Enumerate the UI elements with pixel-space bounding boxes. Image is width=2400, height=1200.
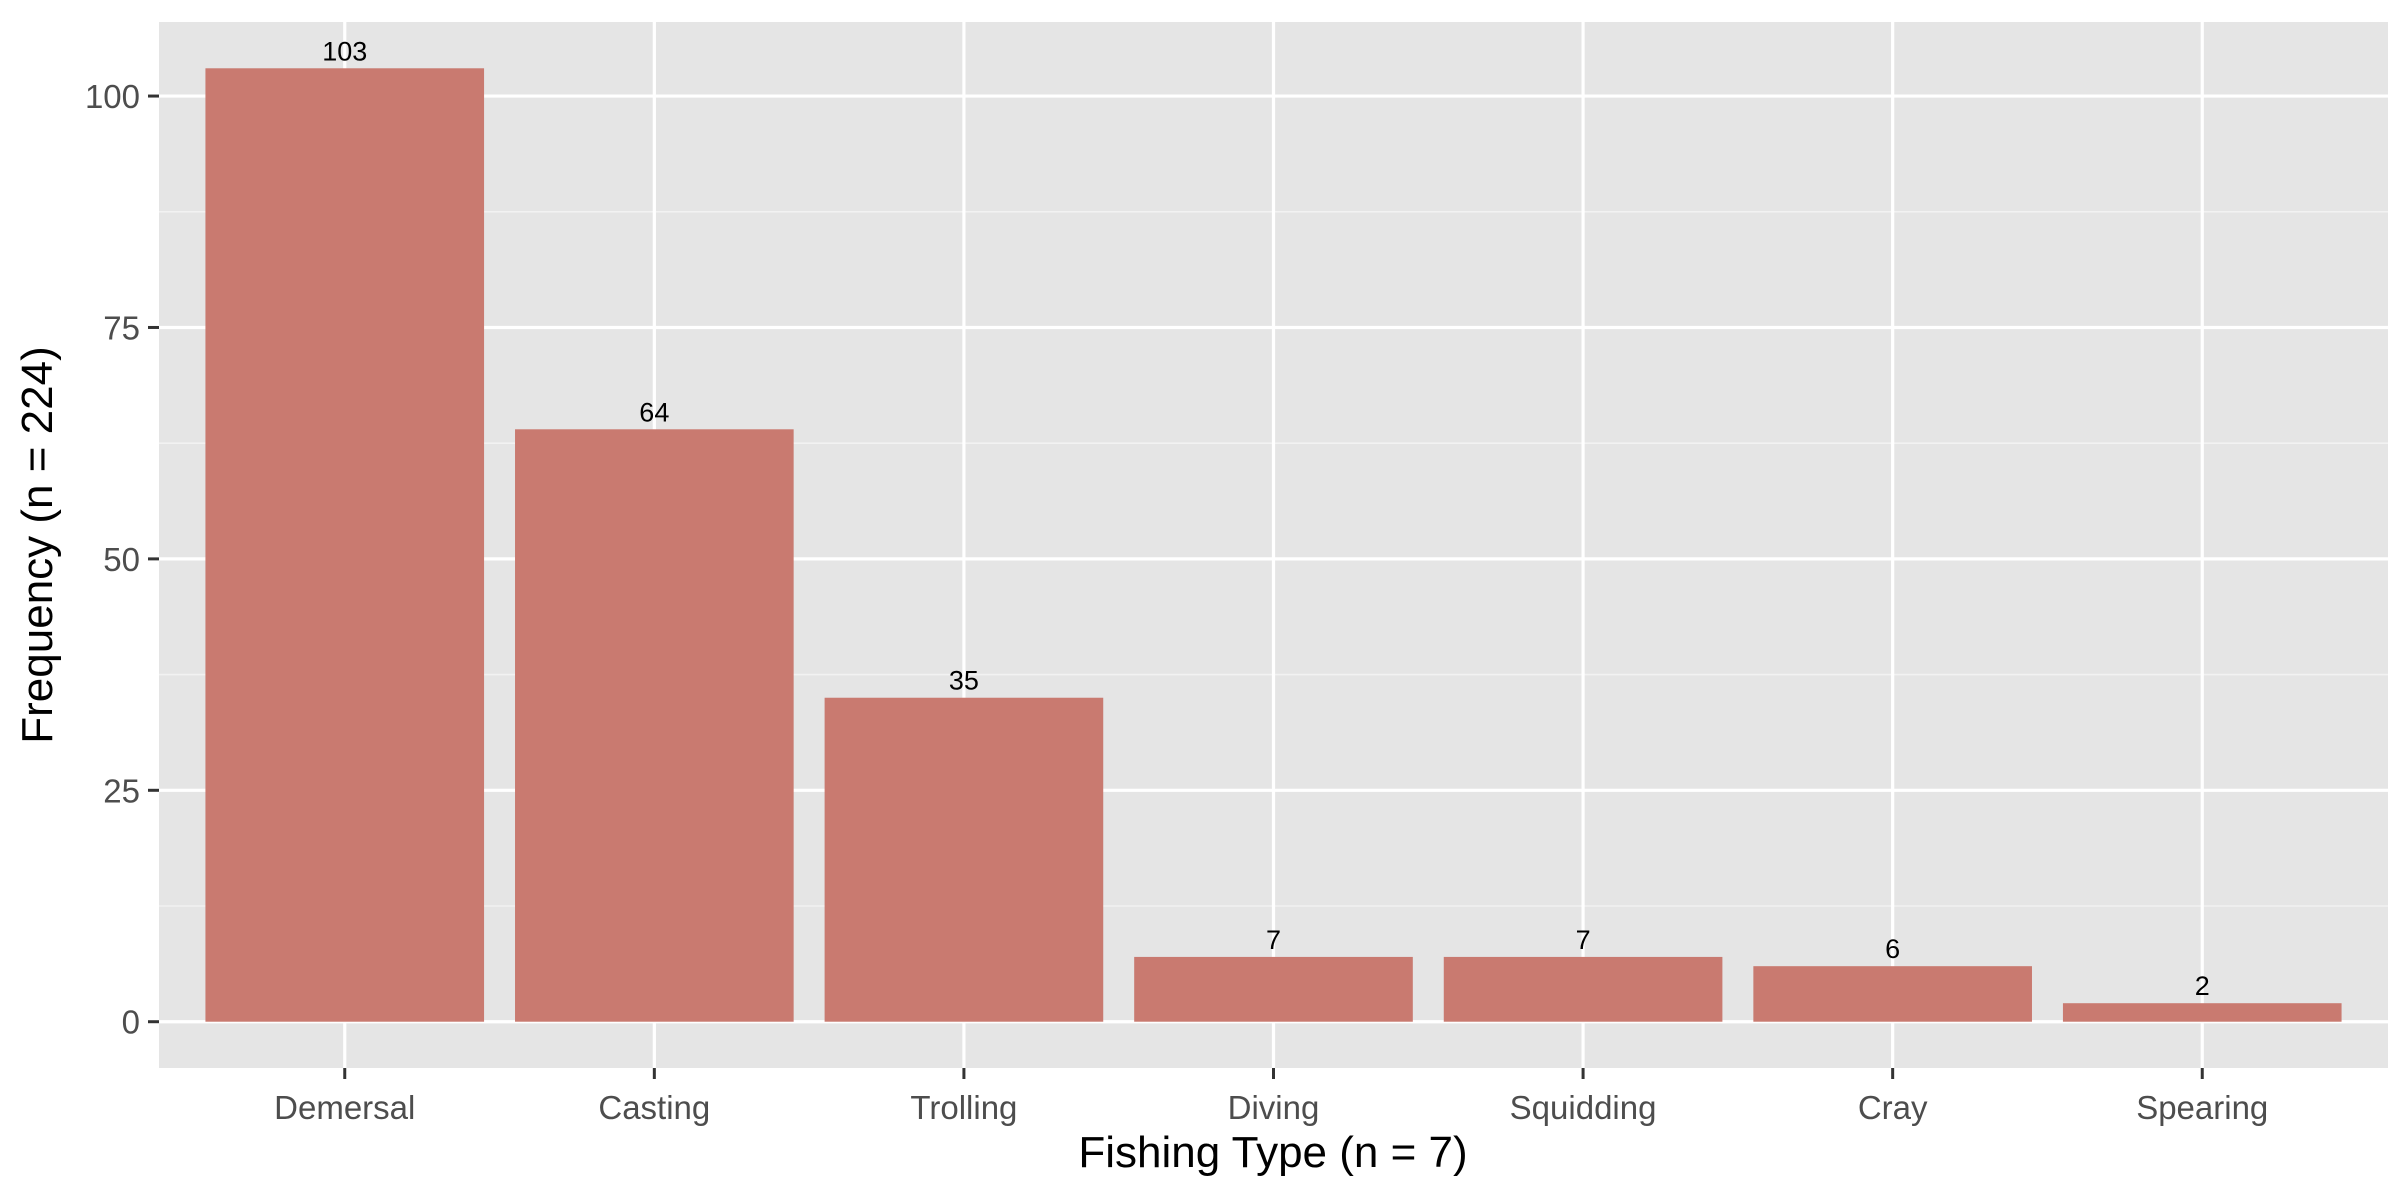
y-tick-label: 100	[85, 78, 140, 115]
bar-trolling	[824, 697, 1104, 1022]
data-label: 103	[322, 36, 367, 66]
data-label: 2	[2195, 971, 2210, 1001]
data-label: 7	[1576, 925, 1591, 955]
y-tick-label: 75	[103, 309, 140, 346]
bar-spearing	[2062, 1003, 2342, 1022]
bars	[205, 68, 2342, 1022]
y-tick-label: 0	[122, 1004, 140, 1041]
x-axis: Demersal Casting Trolling Diving Squidding Cr…	[274, 1068, 2268, 1126]
data-label: 7	[1266, 925, 1281, 955]
y-tick-label: 25	[103, 772, 140, 809]
bar-diving	[1134, 956, 1413, 1022]
bar-casting	[515, 429, 794, 1022]
bar-squidding	[1443, 956, 1723, 1022]
bar-cray	[1753, 966, 2032, 1022]
x-tick-label: Trolling	[910, 1089, 1017, 1126]
x-tick-label: Squidding	[1510, 1089, 1657, 1126]
data-label: 6	[1885, 934, 1900, 964]
x-tick-label: Cray	[1858, 1089, 1928, 1126]
x-tick-label: Diving	[1228, 1089, 1320, 1126]
y-axis: 0 25 50 75 100	[85, 78, 159, 1041]
x-tick-label: Spearing	[2136, 1089, 2268, 1126]
x-tick-label: Demersal	[274, 1089, 415, 1126]
data-label: 35	[949, 666, 979, 696]
bar-demersal	[205, 68, 485, 1022]
data-labels: 103 64 35 7 7 6 2	[322, 36, 2210, 1001]
y-tick-label: 50	[103, 541, 140, 578]
data-label: 64	[639, 397, 669, 427]
x-axis-title: Fishing Type (n = 7)	[1078, 1128, 1467, 1177]
x-tick-label: Casting	[598, 1089, 710, 1126]
y-axis-title: Frequency (n = 224)	[13, 346, 62, 743]
